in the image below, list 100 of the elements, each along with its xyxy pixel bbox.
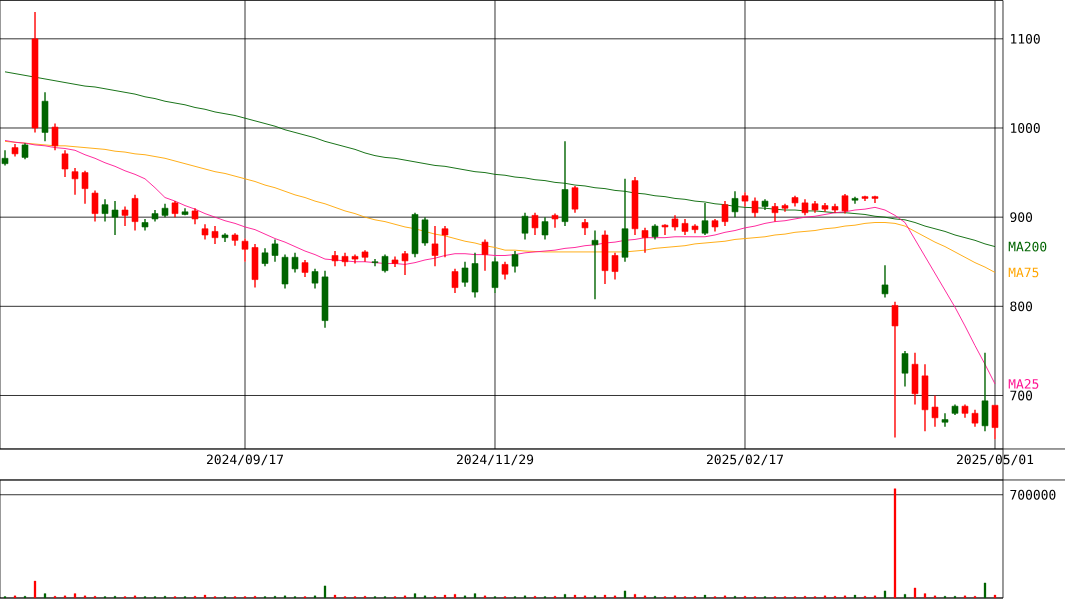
bar [483,595,487,599]
bar [33,580,37,599]
bar [563,594,567,599]
candlestick [111,200,119,236]
candlestick [881,264,889,299]
bar [583,595,587,599]
candlestick [291,252,299,274]
candlestick [531,212,539,236]
y-tick-label: 700 [1010,390,1033,401]
series-label: MA200 [1008,241,1047,252]
bar [133,595,137,599]
bar [323,585,327,599]
candlestick [661,223,669,236]
bar [593,595,597,599]
bar [283,595,287,599]
bar [893,488,897,599]
candlestick [461,261,469,288]
bar [603,594,607,599]
candlestick [931,394,939,428]
bar [843,595,847,599]
candlestick [901,350,909,388]
bar [923,593,927,599]
bar [63,595,67,599]
series-label: MA25 [1008,379,1039,389]
x-tick-label: 2024/11/29 [456,454,534,466]
candlestick [371,258,379,267]
candlestick [841,193,849,215]
bar [963,595,967,599]
candlestick [81,170,89,205]
bar [73,593,77,599]
candlestick [611,252,619,281]
bar [423,595,427,599]
bar [623,590,627,599]
bar [13,595,17,599]
candlestick [721,200,729,227]
bar [983,582,987,599]
bar [853,594,857,599]
candlestick [641,227,649,254]
bar [643,595,647,599]
bar [873,595,877,599]
bar [703,594,707,599]
x-tick-label: 2024/09/17 [206,454,284,466]
candlestick [481,238,489,272]
candlestick [521,212,529,241]
bar [453,594,457,599]
x-tick-label: 2025/02/17 [706,454,783,466]
bar [883,590,887,599]
candlestick [731,190,739,218]
bar [613,595,617,599]
bar [333,594,337,599]
bar [993,594,997,599]
candlestick [271,238,279,263]
bar [313,595,317,599]
bar [823,595,827,599]
bar [203,594,207,599]
candlestick [551,212,559,229]
candlestick [441,225,449,258]
candlestick [571,185,579,214]
candlestick [91,189,99,223]
bar [463,595,467,599]
bar [903,594,907,599]
candlestick [71,167,79,196]
candlestick [771,202,779,223]
bar [403,595,407,599]
y-tick-label: 900 [1010,212,1033,223]
candlestick [591,229,599,300]
candlestick [511,250,519,274]
bar [43,593,47,599]
candlestick [311,268,319,290]
candlestick [401,250,409,276]
bar [673,595,677,599]
bar [473,593,477,599]
candlestick [241,237,249,263]
candlestick [61,149,69,178]
bar [633,594,637,599]
candlestick [991,404,999,440]
candlestick [131,194,139,232]
candlestick [751,196,759,218]
bar [723,595,727,599]
candlestick [891,301,899,439]
candlestick [541,216,549,241]
candlestick [451,268,459,294]
candlestick [431,225,439,267]
bar [443,594,447,599]
bar [523,595,527,599]
bar [573,594,577,599]
y-tick-label: 800 [1010,301,1033,312]
candlestick [701,202,709,236]
x-tick-label: 2025/05/01 [956,454,1034,466]
bar [83,595,87,599]
bar [413,593,417,599]
candlestick [101,198,109,223]
bar [933,595,937,599]
y-tick-label: 700000 [1010,489,1056,500]
y-tick-label: 1000 [1011,123,1040,133]
candlestick [941,412,949,428]
candlestick [421,216,429,247]
candlestick [121,205,129,227]
y-tick-label: 1100 [1011,33,1040,44]
series-label: MA75 [1008,267,1039,278]
